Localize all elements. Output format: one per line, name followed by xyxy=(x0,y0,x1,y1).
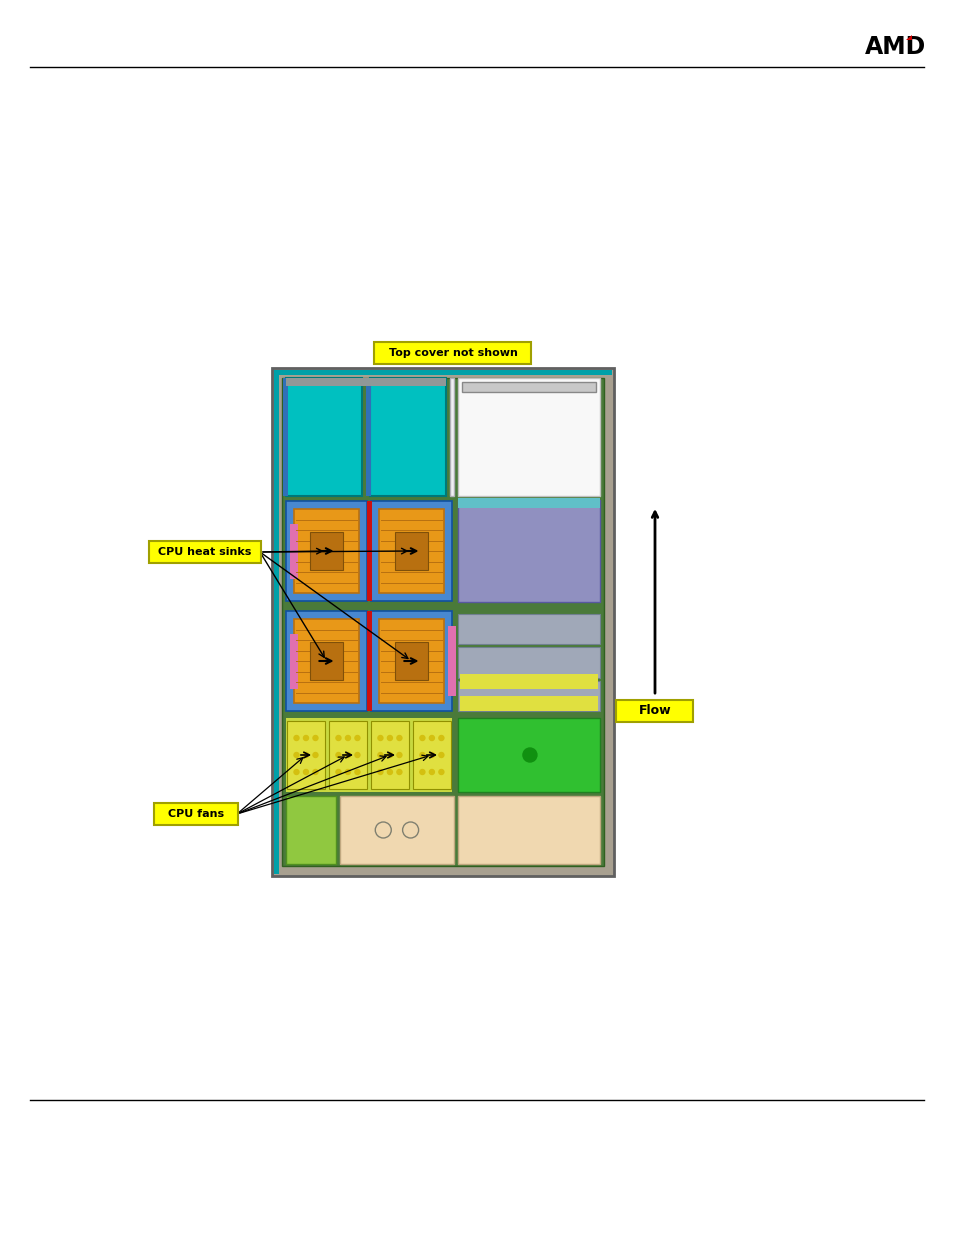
FancyBboxPatch shape xyxy=(457,797,599,864)
Circle shape xyxy=(396,736,401,741)
FancyBboxPatch shape xyxy=(310,532,342,569)
FancyBboxPatch shape xyxy=(457,378,599,496)
Circle shape xyxy=(377,752,382,757)
FancyBboxPatch shape xyxy=(272,368,614,876)
FancyBboxPatch shape xyxy=(370,378,446,496)
FancyBboxPatch shape xyxy=(310,642,342,680)
FancyBboxPatch shape xyxy=(461,382,596,391)
Text: CPU heat sinks: CPU heat sinks xyxy=(158,547,252,557)
FancyBboxPatch shape xyxy=(457,647,599,678)
Circle shape xyxy=(335,752,340,757)
Circle shape xyxy=(429,769,434,774)
FancyBboxPatch shape xyxy=(457,718,599,792)
Circle shape xyxy=(396,752,401,757)
Polygon shape xyxy=(905,35,911,40)
FancyBboxPatch shape xyxy=(450,378,454,496)
FancyBboxPatch shape xyxy=(459,674,598,689)
Text: Flow: Flow xyxy=(638,704,671,718)
Text: Top cover not shown: Top cover not shown xyxy=(388,348,517,358)
Circle shape xyxy=(294,736,298,741)
FancyBboxPatch shape xyxy=(274,370,612,375)
FancyBboxPatch shape xyxy=(378,509,443,593)
FancyBboxPatch shape xyxy=(282,378,603,866)
Circle shape xyxy=(303,752,308,757)
FancyBboxPatch shape xyxy=(395,642,427,680)
Circle shape xyxy=(294,752,298,757)
Circle shape xyxy=(303,736,308,741)
Circle shape xyxy=(313,736,317,741)
Circle shape xyxy=(345,752,350,757)
Circle shape xyxy=(438,752,443,757)
Circle shape xyxy=(335,769,340,774)
FancyBboxPatch shape xyxy=(367,501,372,601)
Circle shape xyxy=(345,769,350,774)
Circle shape xyxy=(522,748,537,762)
FancyBboxPatch shape xyxy=(371,611,452,711)
Circle shape xyxy=(345,736,350,741)
Text: AMD: AMD xyxy=(863,35,925,59)
Circle shape xyxy=(387,752,392,757)
FancyBboxPatch shape xyxy=(286,501,367,601)
Circle shape xyxy=(377,736,382,741)
FancyBboxPatch shape xyxy=(339,797,454,864)
FancyBboxPatch shape xyxy=(457,500,599,601)
FancyBboxPatch shape xyxy=(395,532,427,569)
Circle shape xyxy=(303,769,308,774)
FancyBboxPatch shape xyxy=(290,524,297,578)
Circle shape xyxy=(429,736,434,741)
Circle shape xyxy=(313,769,317,774)
FancyBboxPatch shape xyxy=(149,541,261,563)
FancyBboxPatch shape xyxy=(367,611,372,711)
FancyBboxPatch shape xyxy=(286,378,446,387)
Circle shape xyxy=(419,769,424,774)
FancyBboxPatch shape xyxy=(329,721,367,789)
FancyBboxPatch shape xyxy=(153,803,237,825)
Circle shape xyxy=(387,769,392,774)
FancyBboxPatch shape xyxy=(294,619,358,703)
FancyBboxPatch shape xyxy=(375,342,531,364)
Circle shape xyxy=(355,736,359,741)
FancyBboxPatch shape xyxy=(286,378,362,496)
Circle shape xyxy=(387,736,392,741)
Circle shape xyxy=(335,736,340,741)
FancyBboxPatch shape xyxy=(413,721,451,789)
FancyBboxPatch shape xyxy=(366,378,371,496)
Circle shape xyxy=(355,769,359,774)
FancyBboxPatch shape xyxy=(459,697,598,711)
FancyBboxPatch shape xyxy=(290,634,297,688)
FancyBboxPatch shape xyxy=(283,378,288,496)
Circle shape xyxy=(294,769,298,774)
Circle shape xyxy=(419,736,424,741)
FancyBboxPatch shape xyxy=(457,614,599,645)
FancyBboxPatch shape xyxy=(286,611,367,711)
FancyBboxPatch shape xyxy=(294,509,358,593)
FancyBboxPatch shape xyxy=(457,680,599,711)
FancyBboxPatch shape xyxy=(378,619,443,703)
Circle shape xyxy=(429,752,434,757)
FancyBboxPatch shape xyxy=(457,498,599,508)
FancyBboxPatch shape xyxy=(616,700,693,722)
FancyBboxPatch shape xyxy=(286,797,335,864)
Circle shape xyxy=(313,752,317,757)
Circle shape xyxy=(438,769,443,774)
Circle shape xyxy=(355,752,359,757)
Circle shape xyxy=(438,736,443,741)
FancyBboxPatch shape xyxy=(371,721,409,789)
FancyBboxPatch shape xyxy=(371,501,452,601)
Circle shape xyxy=(377,769,382,774)
Text: CPU fans: CPU fans xyxy=(168,809,224,819)
FancyBboxPatch shape xyxy=(274,370,278,874)
Circle shape xyxy=(419,752,424,757)
Circle shape xyxy=(396,769,401,774)
FancyBboxPatch shape xyxy=(286,718,452,792)
FancyBboxPatch shape xyxy=(287,721,325,789)
FancyBboxPatch shape xyxy=(447,626,456,697)
